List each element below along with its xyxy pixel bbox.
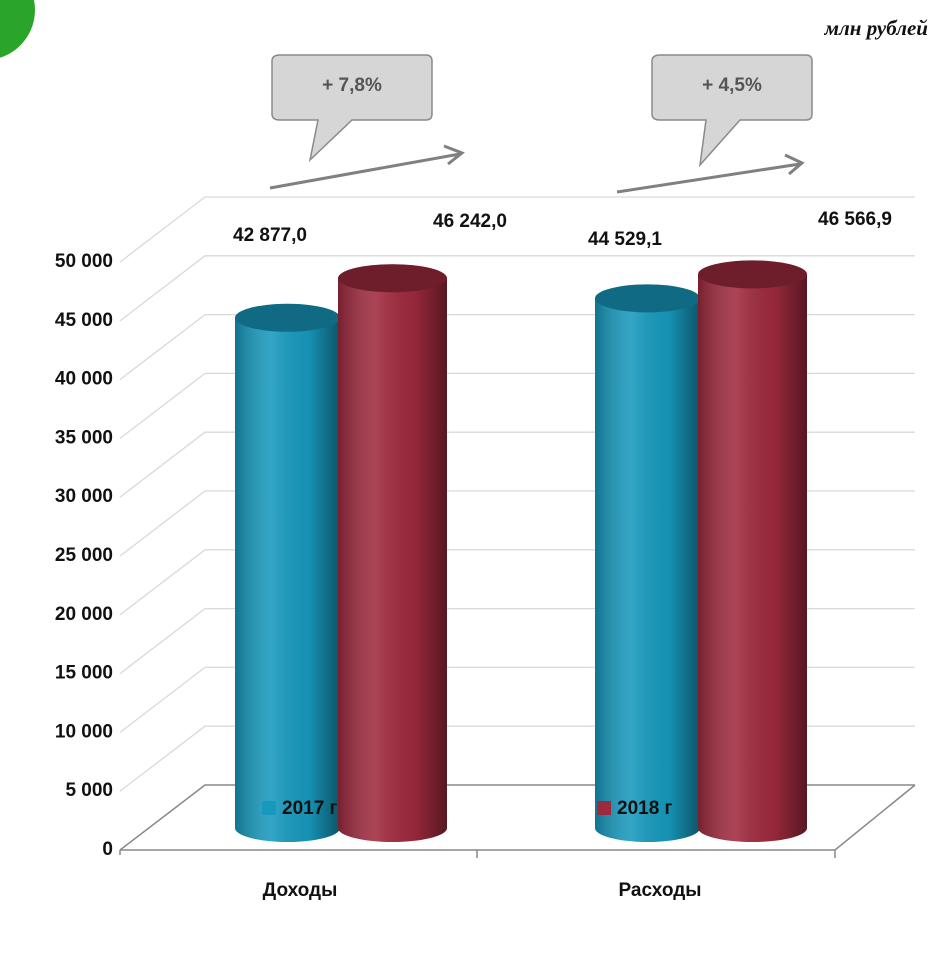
bar-shade bbox=[338, 278, 447, 828]
unit-label: млн рублей bbox=[824, 16, 928, 40]
y-tick-label: 10 000 bbox=[55, 721, 113, 742]
legend-label: 2018 г bbox=[617, 798, 673, 819]
bar-top-shade bbox=[595, 284, 700, 313]
grid-line bbox=[119, 255, 915, 322]
grid-line bbox=[119, 196, 915, 263]
y-tick-label: 25 000 bbox=[55, 545, 113, 566]
value-label: 46 242,0 bbox=[433, 211, 507, 232]
bar-shade bbox=[698, 274, 807, 828]
value-label: 46 566,9 bbox=[818, 209, 892, 230]
bar-top-shade bbox=[338, 264, 447, 293]
value-label: 44 529,1 bbox=[588, 229, 662, 250]
logo-circle bbox=[0, 0, 35, 58]
bar-top-shade bbox=[235, 303, 340, 332]
y-tick-label: 5 000 bbox=[65, 780, 113, 801]
bar-shade bbox=[235, 317, 340, 828]
axis-ticks bbox=[119, 850, 836, 858]
bar-top-shade bbox=[698, 260, 807, 289]
value-label: 42 877,0 bbox=[233, 225, 307, 246]
y-tick-label: 30 000 bbox=[55, 486, 113, 507]
y-tick-label: 35 000 bbox=[55, 427, 113, 448]
y-tick-label: 0 bbox=[102, 839, 113, 860]
x-tick-label: Доходы bbox=[263, 880, 338, 901]
legend-label: 2017 г bbox=[282, 798, 338, 819]
y-tick-label: 15 000 bbox=[55, 663, 113, 684]
annotation: + 4,5% bbox=[702, 75, 762, 96]
x-tick-label: Расходы bbox=[618, 880, 701, 901]
callout-1 bbox=[269, 54, 465, 190]
bar-top bbox=[698, 260, 807, 289]
y-tick-label: 40 000 bbox=[55, 369, 113, 390]
y-tick-label: 50 000 bbox=[55, 251, 113, 272]
y-tick-label: 45 000 bbox=[55, 310, 113, 331]
bar-top bbox=[235, 303, 340, 332]
callout-2 bbox=[616, 54, 813, 194]
bar-top bbox=[595, 284, 700, 313]
annotation: + 7,8% bbox=[322, 75, 382, 96]
bar-shade bbox=[595, 298, 700, 829]
legend-swatch bbox=[262, 801, 276, 815]
legend-swatch bbox=[597, 801, 611, 815]
bar-top bbox=[338, 264, 447, 293]
y-tick-label: 20 000 bbox=[55, 604, 113, 625]
